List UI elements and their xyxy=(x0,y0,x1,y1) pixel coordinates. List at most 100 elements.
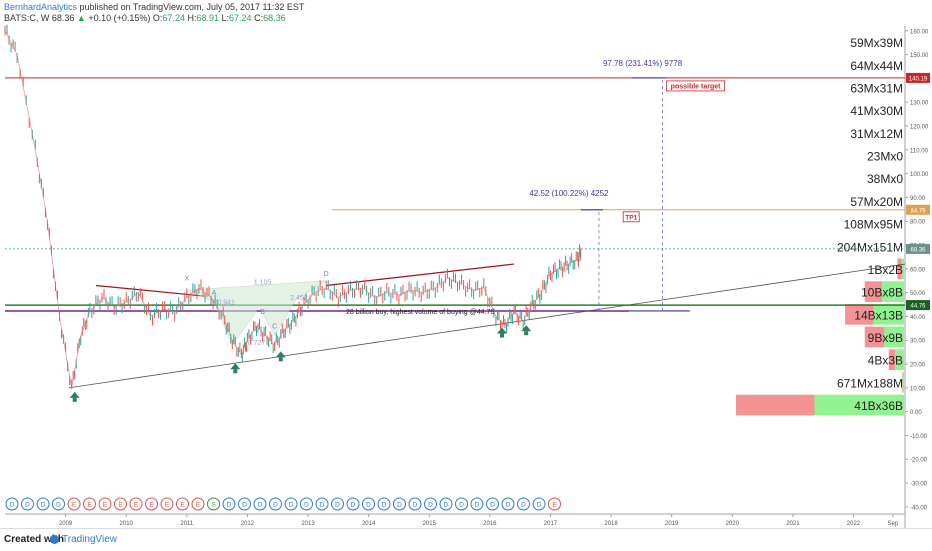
volume-profile-down-bar xyxy=(736,395,815,416)
event-marker-label: D xyxy=(273,502,278,509)
event-marker-label: D xyxy=(351,502,356,509)
y-tick-label: 0.00 xyxy=(910,410,922,416)
tradingview-link[interactable]: TradingView xyxy=(62,534,117,545)
event-marker-label: D xyxy=(366,502,371,509)
volume-profile-label: 41Bx36B xyxy=(854,399,903,413)
low-value: 67.24 xyxy=(229,13,252,23)
event-marker-label: D xyxy=(382,502,387,509)
high-value: 68.91 xyxy=(196,13,219,23)
y-tick-label: 110.00 xyxy=(910,148,929,154)
x-tick-label: 2018 xyxy=(604,521,618,527)
tp1-label: TP1 xyxy=(625,214,637,221)
volume-profile-label: 38Mx0 xyxy=(867,172,903,186)
volume-profile-label: 14Bx13B xyxy=(854,308,903,322)
y-tick-label: -20.00 xyxy=(910,458,928,464)
y-tick-label: 160.00 xyxy=(910,29,929,35)
event-marker-label: E xyxy=(72,502,77,509)
event-marker-label: D xyxy=(475,502,480,509)
volume-profile-label: 57Mx20M xyxy=(850,195,903,209)
event-marker-label: E xyxy=(180,502,185,509)
event-marker-label: D xyxy=(227,502,232,509)
open-label: O: xyxy=(153,13,163,23)
published-text: published on TradingView.com, July 05, 2… xyxy=(77,2,304,12)
y-tick-label: 130.00 xyxy=(910,101,929,107)
x-tick-label: 2009 xyxy=(59,521,73,527)
event-marker-label: E xyxy=(134,502,139,509)
volume-profile-label: 108Mx95M xyxy=(844,218,903,232)
last-price: 68.36 xyxy=(52,13,75,23)
y-tick-label: 40.00 xyxy=(910,315,926,321)
event-marker-label: D xyxy=(521,502,526,509)
event-marker-label: D xyxy=(242,502,247,509)
pattern-point-label: A xyxy=(212,290,217,297)
y-tick-label: 50.00 xyxy=(910,291,926,297)
event-marker-label: E xyxy=(196,502,201,509)
y-tick-label: -40.00 xyxy=(910,505,928,511)
buy-arrow-stem xyxy=(233,369,237,373)
x-tick-label: Sep xyxy=(888,521,899,527)
x-tick-label: 2014 xyxy=(362,521,376,527)
tp1-measure-text: 42.52 (100.22%) 4252 xyxy=(529,189,609,198)
event-marker-label: E xyxy=(149,502,154,509)
event-marker-label: D xyxy=(413,502,418,509)
event-marker-label: D xyxy=(10,502,15,509)
tradingview-logo-icon xyxy=(50,535,59,544)
event-marker-label: E xyxy=(103,502,108,509)
event-marker-label: D xyxy=(444,502,449,509)
event-marker-label: E xyxy=(87,502,92,509)
event-marker-label: E xyxy=(165,502,170,509)
volume-profile-label: 23Mx0 xyxy=(867,150,903,164)
x-tick-label: 2013 xyxy=(301,521,315,527)
volume-profile-label: 4Bx3B xyxy=(868,354,903,368)
x-tick-label: 2010 xyxy=(120,521,134,527)
y-tick-label: 10.00 xyxy=(910,386,926,392)
x-tick-label: 2016 xyxy=(483,521,497,527)
volume-profile-label: 64Mx44M xyxy=(850,59,903,73)
buy-arrow-stem xyxy=(524,331,528,335)
pattern-ratio-label: 0.941 xyxy=(217,300,235,307)
x-tick-label: 2020 xyxy=(726,521,740,527)
footer-bar: Created with TradingView xyxy=(0,528,932,551)
price-change: +0.10 (+0.15%) xyxy=(88,13,150,23)
pattern-point-label: B xyxy=(260,309,265,316)
y-tick-label: 20.00 xyxy=(910,363,926,369)
volume-profile-label: 10Bx8B xyxy=(861,286,903,300)
pattern-point-label: D xyxy=(324,271,329,278)
close-value: 68.36 xyxy=(263,13,286,23)
y-tick-label: 80.00 xyxy=(910,220,926,226)
plot-area xyxy=(5,26,905,514)
possible-target-label: possible target xyxy=(671,83,721,90)
x-tick-label: 2011 xyxy=(180,521,194,527)
symbol-label[interactable]: BATS:C, W xyxy=(4,13,49,23)
price-chart[interactable]: 160.00150.00140.00130.00120.00110.00100.… xyxy=(0,0,932,528)
volume-profile-label: 41Mx30M xyxy=(850,104,903,118)
price-axis-tag-label: 140.19 xyxy=(909,76,928,82)
buy-volume-note: 28 billion buy, highest volume of buying… xyxy=(346,309,494,316)
buy-arrow-stem xyxy=(279,357,283,361)
price-axis-tag-label: 68.36 xyxy=(910,247,926,253)
buy-arrow-stem xyxy=(73,398,77,402)
event-marker-label: D xyxy=(304,502,309,509)
y-tick-label: -10.00 xyxy=(910,434,928,440)
chart-header: BernhardAnalytics published on TradingVi… xyxy=(0,0,905,24)
event-marker-label: D xyxy=(335,502,340,509)
volume-profile-label: 671Mx188M xyxy=(837,376,903,390)
x-tick-label: 2015 xyxy=(423,521,437,527)
event-marker-label: D xyxy=(537,502,542,509)
up-arrow-icon: ▲ xyxy=(77,13,86,23)
y-tick-label: 100.00 xyxy=(910,172,929,178)
event-marker-label: D xyxy=(428,502,433,509)
volume-profile-label: 31Mx12M xyxy=(850,127,903,141)
open-value: 67.24 xyxy=(162,13,185,23)
event-marker-label: D xyxy=(506,502,511,509)
low-label: L: xyxy=(222,13,230,23)
buy-arrow-stem xyxy=(500,334,504,338)
publish-line: BernhardAnalytics published on TradingVi… xyxy=(4,2,304,12)
event-marker-label: D xyxy=(25,502,30,509)
event-marker-label: E xyxy=(552,502,557,509)
author-link[interactable]: BernhardAnalytics xyxy=(4,2,77,12)
x-tick-label: 2019 xyxy=(665,521,679,527)
event-marker-label: S xyxy=(211,502,216,509)
event-marker-label: D xyxy=(41,502,46,509)
pattern-ratio-label: 2.452 xyxy=(290,295,308,302)
